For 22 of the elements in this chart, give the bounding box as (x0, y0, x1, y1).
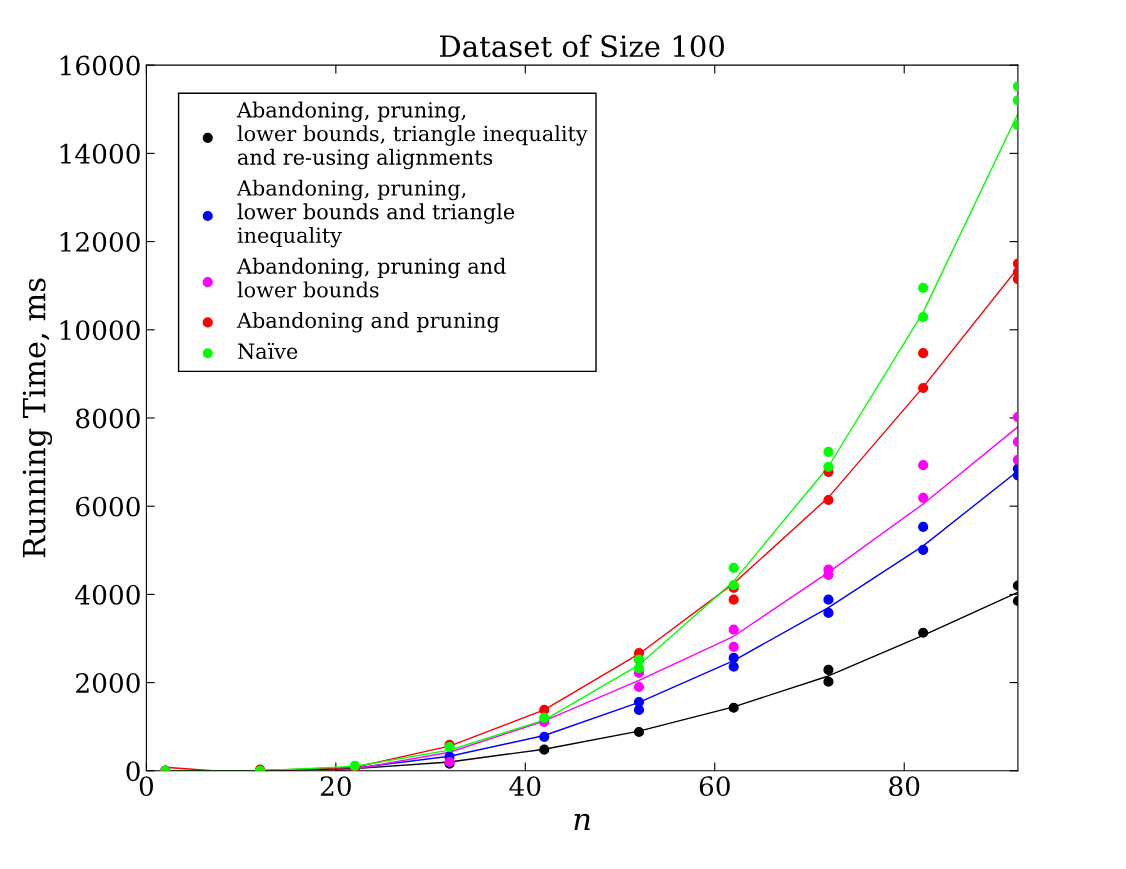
x-tick-label: 0 (139, 776, 154, 797)
legend-label: Abandoning, pruning, lower bounds, triangle inequality and re-using alignments (236, 101, 588, 170)
x-tick-label: 80 (889, 776, 920, 797)
y-tick-label: 14000 (60, 143, 140, 164)
x-axis-title: n (574, 813, 590, 830)
legend-label: Abandoning and pruning (236, 312, 500, 333)
y-tick-label: 8000 (76, 408, 140, 429)
x-tick-label: 60 (699, 776, 730, 797)
y-tick-label: 4000 (75, 584, 140, 605)
y-tick-label: 2000 (76, 673, 140, 693)
y-tick-label: 10000 (60, 320, 140, 341)
y-axis-title: Running Time, ms (22, 278, 53, 558)
chart-title: Dataset of Size 100 (439, 34, 725, 58)
legend-label: Naïve (237, 342, 298, 360)
y-tick-label: 16000 (60, 55, 140, 76)
legend-label: Abandoning, pruning and lower bounds (236, 257, 506, 298)
x-tick-label: 20 (320, 776, 351, 797)
legend-label: Abandoning, pruning, lower bounds and triangle inequality (236, 179, 515, 248)
x-tick-label: 40 (509, 776, 541, 797)
y-tick-label: 6000 (76, 496, 140, 517)
y-tick-label: 0 (126, 761, 140, 782)
y-tick-label: 12000 (60, 232, 140, 252)
